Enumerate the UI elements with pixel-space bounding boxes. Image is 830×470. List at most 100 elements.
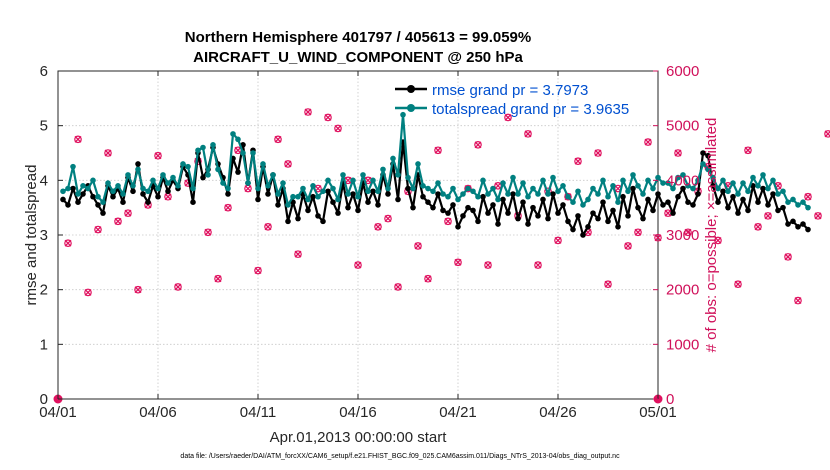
totalspread-point <box>800 199 806 205</box>
rmse-point <box>515 215 521 222</box>
rmse-point <box>295 215 301 222</box>
totalspread-point <box>100 199 106 205</box>
obs-assimilated-marker <box>824 130 830 138</box>
rmse-point <box>660 202 666 208</box>
totalspread-point <box>790 196 796 203</box>
totalspread-point <box>545 191 551 197</box>
obs-assimilated-marker <box>114 217 122 225</box>
obs-possible-marker <box>524 130 532 138</box>
rmse-point <box>200 174 206 181</box>
rmse-point <box>275 202 281 208</box>
totalspread-point <box>760 172 766 178</box>
totalspread-point <box>385 185 391 192</box>
obs-assimilated-marker <box>214 275 222 283</box>
obs-assimilated-marker <box>334 124 342 132</box>
totalspread-point <box>755 183 761 189</box>
totalspread-point <box>200 144 206 151</box>
obs-assimilated-marker <box>124 209 132 217</box>
obs-possible-marker <box>264 223 272 231</box>
rmse-point <box>700 150 706 156</box>
totalspread-point <box>775 191 781 197</box>
rmse-point <box>225 191 231 197</box>
totalspread-point <box>500 180 506 186</box>
obs-assimilated-marker <box>254 267 262 274</box>
rmse-point <box>565 218 571 225</box>
obs-possible-marker <box>574 157 582 166</box>
rmse-point <box>595 215 601 222</box>
totalspread-point <box>795 202 801 208</box>
y-right-tick-label: 6000 <box>666 63 699 80</box>
rmse-point <box>440 207 446 214</box>
obs-possible-marker <box>744 146 752 155</box>
totalspread-point <box>595 191 601 197</box>
rmse-point <box>165 188 171 195</box>
y-tick-label: 6 <box>40 63 48 80</box>
rmse-point <box>580 232 586 238</box>
totalspread-point <box>580 202 586 208</box>
rmse-point <box>590 210 596 216</box>
obs-assimilated-marker <box>394 283 402 291</box>
obs-possible-marker <box>754 223 762 231</box>
rmse-point <box>100 210 106 216</box>
obs-assimilated-marker <box>174 283 182 291</box>
obs-possible-marker <box>554 236 562 245</box>
totalspread-point <box>460 191 466 197</box>
totalspread-point <box>445 193 451 200</box>
legend-rmse-label: rmse grand pr = 3.7973 <box>432 82 588 99</box>
rmse-point <box>760 185 766 192</box>
totalspread-point <box>220 180 226 186</box>
rmse-point <box>635 204 641 211</box>
rmse-point <box>495 221 501 227</box>
totalspread-point <box>415 161 421 167</box>
rmse-point <box>770 191 776 197</box>
rmse-point <box>695 191 701 197</box>
y-right-tick-label: 4000 <box>666 172 699 189</box>
y-axis-right-label: # of obs: o=possible; ×=assimilated <box>703 118 720 353</box>
rmse-point <box>60 196 66 203</box>
obs-possible-marker <box>64 239 72 248</box>
obs-possible-marker <box>784 253 792 261</box>
totalspread-point <box>590 185 596 192</box>
totalspread-point <box>85 185 91 192</box>
obs-assimilated-marker <box>224 204 232 212</box>
y-tick-label: 1 <box>40 336 48 353</box>
totalspread-point <box>70 163 76 170</box>
totalspread-point <box>255 185 261 192</box>
obs-assimilated-marker <box>414 242 422 250</box>
obs-possible-marker <box>674 149 682 157</box>
obs-possible-marker <box>644 138 652 146</box>
obs-assimilated-marker <box>234 146 242 154</box>
obs-assimilated-marker <box>714 237 722 244</box>
totalspread-point <box>305 196 311 203</box>
rmse-point <box>455 224 461 230</box>
rmse-point <box>630 185 636 192</box>
totalspread-point <box>205 172 211 178</box>
obs-possible-marker <box>804 192 812 201</box>
obs-possible-marker <box>94 225 102 234</box>
totalspread-point <box>230 131 236 137</box>
totalspread-point <box>605 193 611 200</box>
rmse-point <box>790 218 796 225</box>
totalspread-point <box>270 172 276 178</box>
rmse-point <box>110 193 116 200</box>
obs-possible-marker <box>254 266 262 275</box>
obs-possible-marker <box>134 285 142 294</box>
totalspread-point <box>430 188 436 195</box>
rmse-point <box>475 218 481 225</box>
rmse-point <box>75 199 81 205</box>
totalspread-point <box>715 185 721 192</box>
rmse-point <box>155 193 161 200</box>
obs-possible-marker <box>684 228 692 237</box>
rmse-point <box>425 199 431 205</box>
obs-possible-marker <box>414 242 422 250</box>
rmse-point <box>405 185 411 192</box>
totalspread-point <box>660 180 666 186</box>
totalspread-point <box>780 188 786 195</box>
totalspread-point <box>630 172 636 178</box>
totalspread-point <box>390 155 396 162</box>
rmse-point <box>70 185 76 192</box>
totalspread-point <box>490 185 496 192</box>
rmse-point <box>95 202 101 208</box>
obs-assimilated-marker <box>664 209 672 217</box>
obs-possible-marker <box>594 149 602 157</box>
